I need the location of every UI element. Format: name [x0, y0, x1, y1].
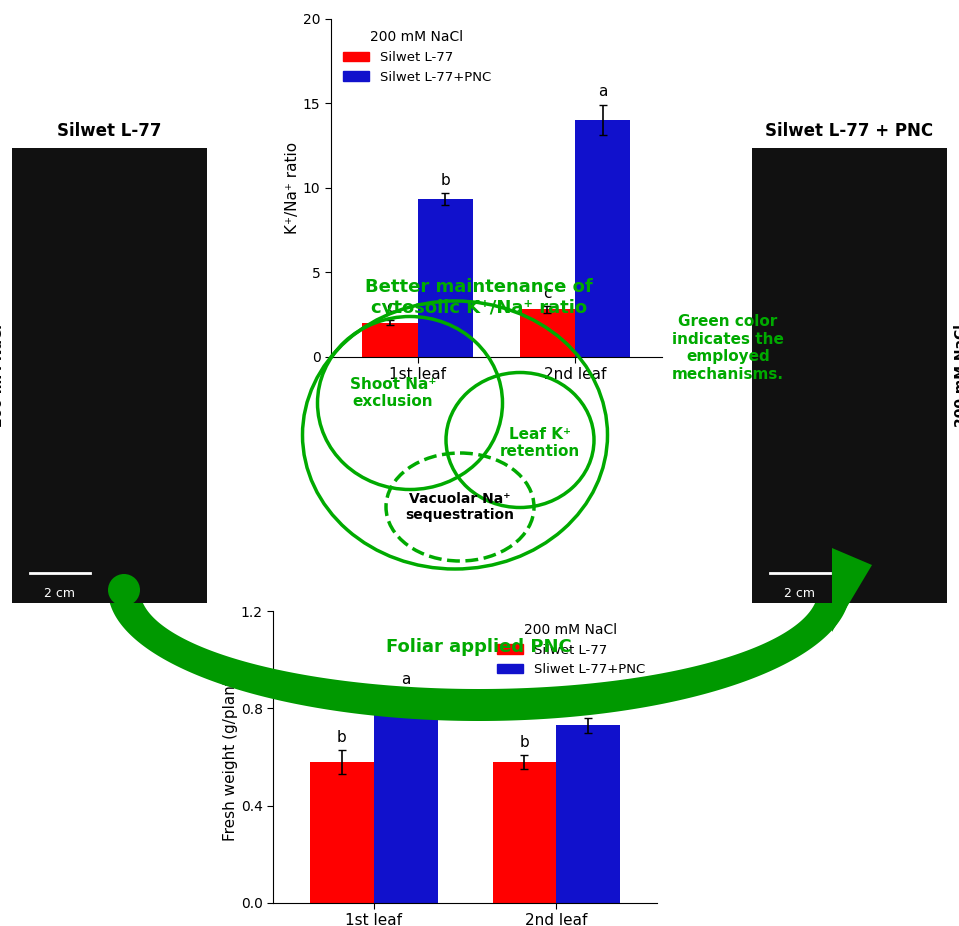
Text: Better maintenance of
cytosolic K⁺/Na⁺ ratio: Better maintenance of cytosolic K⁺/Na⁺ r…: [365, 278, 593, 317]
Legend: Silwet L-77, Silwet L-77+PNC: Silwet L-77, Silwet L-77+PNC: [338, 25, 496, 89]
Bar: [363, 322, 417, 357]
Text: 2 cm: 2 cm: [44, 587, 76, 600]
Bar: [12, 148, 207, 603]
Text: 200 mM NaCl: 200 mM NaCl: [0, 324, 5, 427]
Text: b: b: [520, 734, 529, 750]
Text: a: a: [401, 671, 410, 686]
Text: a: a: [584, 698, 593, 713]
Text: Vacuolar Na⁺
sequestration: Vacuolar Na⁺ sequestration: [406, 492, 514, 522]
PathPatch shape: [108, 590, 850, 721]
Bar: [417, 199, 473, 357]
Bar: [310, 762, 374, 903]
Text: Foliar applied PNC: Foliar applied PNC: [386, 638, 572, 656]
Circle shape: [108, 574, 140, 606]
Text: Green color
indicates the
employed
mechanisms.: Green color indicates the employed mecha…: [672, 315, 784, 382]
Text: b: b: [337, 730, 347, 745]
Y-axis label: Fresh weight (g/plant): Fresh weight (g/plant): [223, 673, 238, 841]
Bar: [752, 148, 947, 603]
Text: 2 cm: 2 cm: [784, 587, 815, 600]
PathPatch shape: [832, 548, 872, 632]
Text: b: b: [440, 172, 450, 187]
Y-axis label: K⁺/Na⁺ ratio: K⁺/Na⁺ ratio: [285, 142, 300, 233]
Text: Shoot Na⁺
exclusion: Shoot Na⁺ exclusion: [350, 377, 436, 409]
Text: Silwet L-77: Silwet L-77: [58, 122, 162, 140]
Text: 200 mM NaCl: 200 mM NaCl: [954, 324, 959, 427]
Bar: [520, 309, 575, 357]
Bar: [374, 701, 437, 903]
Bar: [493, 762, 556, 903]
Text: Leaf K⁺
retention: Leaf K⁺ retention: [500, 427, 580, 459]
Text: a: a: [598, 83, 607, 99]
Bar: [556, 725, 620, 903]
Text: c: c: [543, 286, 551, 301]
Text: c: c: [386, 300, 394, 315]
Bar: [575, 119, 630, 357]
Legend: Silwet L-77, Sliwet L-77+PNC: Silwet L-77, Sliwet L-77+PNC: [492, 618, 650, 682]
Text: Silwet L-77 + PNC: Silwet L-77 + PNC: [765, 122, 933, 140]
